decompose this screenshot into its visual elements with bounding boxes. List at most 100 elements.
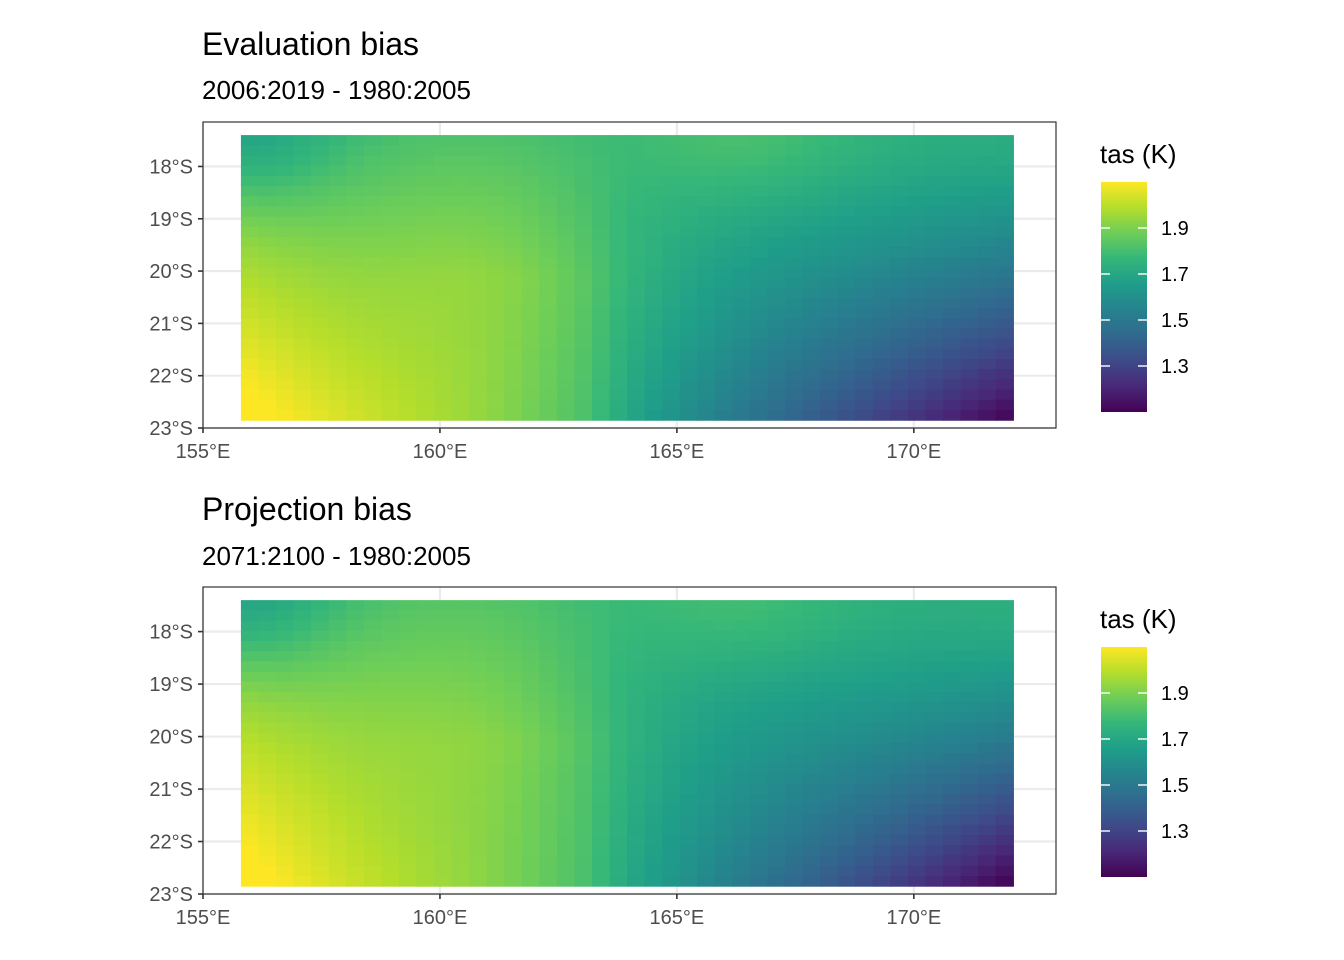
heatmap-cell bbox=[995, 763, 1014, 775]
heatmap-cell bbox=[381, 206, 400, 218]
heatmap-cell bbox=[556, 651, 576, 662]
heatmap-cell bbox=[943, 661, 962, 673]
heatmap-cell bbox=[785, 875, 804, 887]
heatmap-cell bbox=[785, 743, 804, 754]
heatmap-cell bbox=[943, 794, 962, 806]
heatmap-cell bbox=[943, 692, 962, 703]
heatmap-cell bbox=[398, 824, 418, 836]
heatmap-cell bbox=[469, 630, 488, 642]
heatmap-cell bbox=[416, 308, 435, 319]
heatmap-cell bbox=[434, 247, 453, 258]
heatmap-cell bbox=[328, 794, 347, 806]
heatmap-cell bbox=[521, 257, 540, 269]
heatmap-cell bbox=[451, 661, 470, 673]
legend-tick-label: 1.9 bbox=[1161, 218, 1189, 240]
heatmap-cell bbox=[732, 794, 751, 806]
heatmap-cell bbox=[381, 875, 400, 887]
heatmap-cell bbox=[627, 206, 646, 218]
heatmap-cell bbox=[240, 247, 260, 258]
heatmap-cell bbox=[539, 630, 558, 642]
heatmap-cell bbox=[943, 814, 962, 826]
heatmap-cell bbox=[960, 783, 979, 795]
heatmap-cell bbox=[416, 409, 435, 421]
heatmap-cell bbox=[714, 359, 734, 370]
heatmap-cell bbox=[697, 824, 716, 836]
heatmap-cell bbox=[381, 865, 400, 877]
heatmap-cell bbox=[995, 318, 1014, 330]
heatmap-cell bbox=[556, 661, 576, 673]
heatmap-cell bbox=[872, 328, 892, 340]
heatmap-cell bbox=[785, 145, 804, 157]
heatmap-cell bbox=[521, 359, 540, 370]
heatmap-cell bbox=[750, 732, 769, 744]
heatmap-cell bbox=[785, 661, 804, 673]
heatmap-cell bbox=[539, 681, 558, 693]
heatmap-cell bbox=[767, 835, 786, 846]
heatmap-cell bbox=[697, 743, 716, 754]
heatmap-cell bbox=[750, 287, 769, 299]
heatmap-cell bbox=[469, 743, 488, 754]
heatmap-cell bbox=[258, 145, 277, 157]
heatmap-cell bbox=[732, 236, 751, 248]
heatmap-cell bbox=[978, 287, 997, 299]
heatmap-cell bbox=[504, 348, 523, 360]
heatmap-cell bbox=[960, 732, 979, 744]
heatmap-cell bbox=[276, 692, 295, 703]
heatmap-cell bbox=[978, 185, 997, 197]
heatmap-cell bbox=[346, 297, 365, 309]
heatmap-cell bbox=[328, 743, 347, 754]
heatmap-cell bbox=[574, 389, 593, 401]
heatmap-cell bbox=[960, 206, 979, 218]
heatmap-cell bbox=[627, 216, 646, 228]
heatmap-cell bbox=[820, 671, 839, 683]
heatmap-cell bbox=[890, 338, 909, 350]
heatmap-cell bbox=[451, 308, 470, 319]
heatmap-cell bbox=[995, 681, 1014, 693]
heatmap-cell bbox=[434, 732, 453, 744]
heatmap-cell bbox=[451, 267, 470, 279]
heatmap-cell bbox=[925, 257, 944, 269]
heatmap-cell bbox=[258, 610, 277, 622]
heatmap-cell bbox=[469, 165, 488, 177]
heatmap-cell bbox=[398, 814, 418, 826]
heatmap-cell bbox=[592, 743, 611, 754]
heatmap-cell bbox=[592, 338, 611, 350]
heatmap-cell bbox=[416, 824, 435, 836]
heatmap-cell bbox=[872, 155, 892, 167]
heatmap-cell bbox=[416, 865, 435, 877]
heatmap-cell bbox=[398, 165, 418, 177]
heatmap-cell bbox=[679, 773, 698, 785]
heatmap-cell bbox=[363, 277, 382, 289]
heatmap-cell bbox=[714, 196, 734, 207]
heatmap-cell bbox=[978, 206, 997, 218]
heatmap-cell bbox=[767, 681, 786, 693]
x-tick-label: 165°E bbox=[650, 441, 705, 463]
heatmap-cell bbox=[960, 226, 979, 238]
heatmap-cell bbox=[381, 630, 400, 642]
heatmap-cell bbox=[820, 145, 839, 157]
heatmap-cell bbox=[486, 692, 505, 703]
heatmap-cell bbox=[978, 236, 997, 248]
heatmap-cell bbox=[311, 196, 330, 207]
heatmap-cell bbox=[960, 196, 979, 207]
heatmap-cell bbox=[592, 206, 611, 218]
heatmap-cell bbox=[697, 814, 716, 826]
heatmap-cell bbox=[802, 804, 821, 816]
heatmap-cell bbox=[539, 661, 558, 673]
heatmap-cell bbox=[451, 814, 470, 826]
heatmap-cell bbox=[539, 206, 558, 218]
heatmap-cell bbox=[574, 348, 593, 360]
heatmap-cell bbox=[592, 763, 611, 775]
heatmap-cell bbox=[539, 196, 558, 207]
heatmap-cell bbox=[574, 308, 593, 319]
heatmap-cell bbox=[697, 875, 716, 887]
heatmap-cell bbox=[434, 620, 453, 632]
heatmap-cell bbox=[627, 600, 646, 611]
heatmap-cell bbox=[943, 155, 962, 167]
heatmap-cell bbox=[662, 247, 681, 258]
heatmap-cell bbox=[346, 824, 365, 836]
heatmap-cell bbox=[837, 155, 856, 167]
heatmap-cell bbox=[627, 671, 646, 683]
heatmap-cell bbox=[627, 845, 646, 857]
heatmap-cell bbox=[890, 379, 909, 391]
